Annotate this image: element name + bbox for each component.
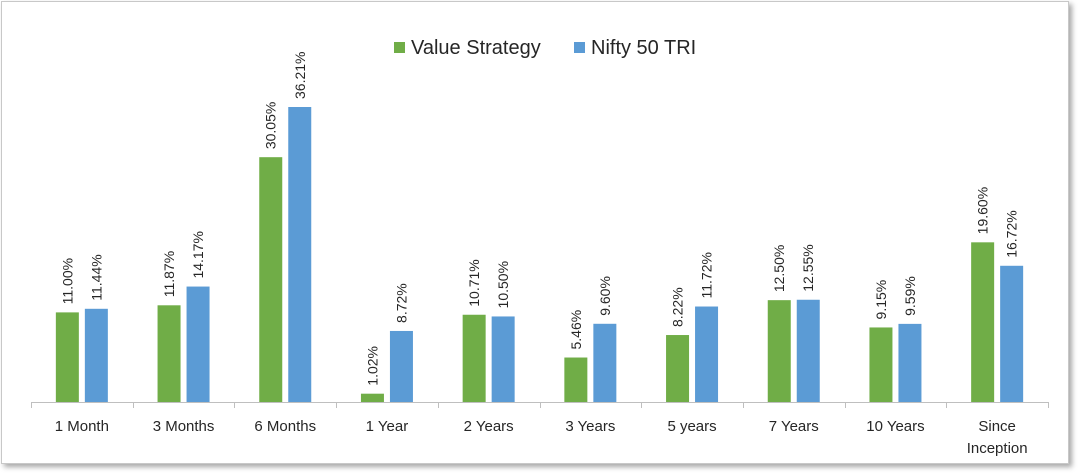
bar-value-strategy [666, 335, 690, 402]
bar-nifty-50-tri [593, 323, 617, 402]
bar-value-strategy [869, 327, 893, 402]
bar-nifty-50-tri [491, 316, 515, 402]
data-label: 36.21% [292, 52, 308, 99]
bar-value-strategy [360, 393, 384, 402]
data-label: 10.50% [495, 261, 511, 308]
data-label: 9.59% [902, 276, 918, 316]
bar-nifty-50-tri [389, 330, 413, 402]
data-label: 16.72% [1004, 210, 1020, 257]
bar-value-strategy [971, 242, 995, 402]
bar-value-strategy [55, 312, 79, 402]
bar-nifty-50-tri [186, 286, 210, 402]
bar-chart: Value Strategy Nifty 50 TRI 11.00% 11.87% 3… [31, 37, 1049, 457]
x-tick-label: 10 Years [866, 418, 924, 435]
legend-label: Nifty 50 TRI [591, 37, 696, 59]
data-label: 9.60% [597, 276, 613, 316]
bar-nifty-50-tri [1000, 265, 1024, 402]
bar-value-strategy [767, 300, 791, 402]
x-tick-label: 6 Months [254, 418, 316, 435]
x-axis: 1 Month 3 Months 6 Months 1 Year 2 Years 3 Ye… [31, 402, 1049, 457]
legend-swatch [394, 42, 405, 53]
legend: Value Strategy Nifty 50 TRI [394, 37, 696, 59]
bar-nifty-50-tri [695, 306, 719, 402]
data-label: 1.02% [364, 346, 380, 386]
data-label: 12.55% [800, 244, 816, 291]
bar-nifty-50-tri [898, 323, 922, 402]
bar-value-strategy [462, 314, 486, 402]
bars [55, 107, 1024, 402]
data-label: 10.71% [466, 259, 482, 306]
data-label: 8.22% [670, 287, 686, 327]
x-tick-label: 7 Years [769, 418, 819, 435]
x-tick-label: 1 Year [366, 418, 409, 435]
data-label: 5.46% [568, 310, 584, 350]
data-label: 11.00% [59, 258, 75, 304]
legend-swatch [574, 42, 585, 53]
data-label: 14.17% [190, 231, 206, 278]
x-tick-label: Inception [967, 440, 1028, 457]
bar-nifty-50-tri [796, 299, 820, 402]
data-label: 11.72% [699, 252, 715, 298]
data-label: 9.15% [873, 280, 889, 320]
bar-value-strategy [157, 305, 181, 402]
x-tick-label: 3 Months [153, 418, 215, 435]
x-tick-label: 5 years [667, 418, 716, 435]
data-label: 11.44% [88, 254, 104, 300]
x-tick-label: 2 Years [464, 418, 514, 435]
data-label: 11.87% [161, 251, 177, 297]
data-label: 8.72% [393, 283, 409, 323]
data-label: 30.05% [263, 102, 279, 149]
bar-value-strategy [564, 357, 588, 402]
data-labels: 11.00% 11.87% 30.05% 1.02% 10.71% 5.46% 8.22% 1… [59, 52, 1019, 386]
x-tick-label: Since [978, 418, 1016, 435]
x-tick-label: 1 Month [55, 418, 109, 435]
data-label: 19.60% [975, 187, 991, 234]
chart-frame: Value Strategy Nifty 50 TRI 11.00% 11.87% 3… [1, 1, 1069, 464]
bar-nifty-50-tri [288, 107, 312, 402]
legend-label: Value Strategy [411, 37, 541, 59]
bar-value-strategy [259, 157, 283, 402]
bar-nifty-50-tri [84, 308, 108, 402]
x-tick-label: 3 Years [565, 418, 615, 435]
data-label: 12.50% [771, 245, 787, 292]
